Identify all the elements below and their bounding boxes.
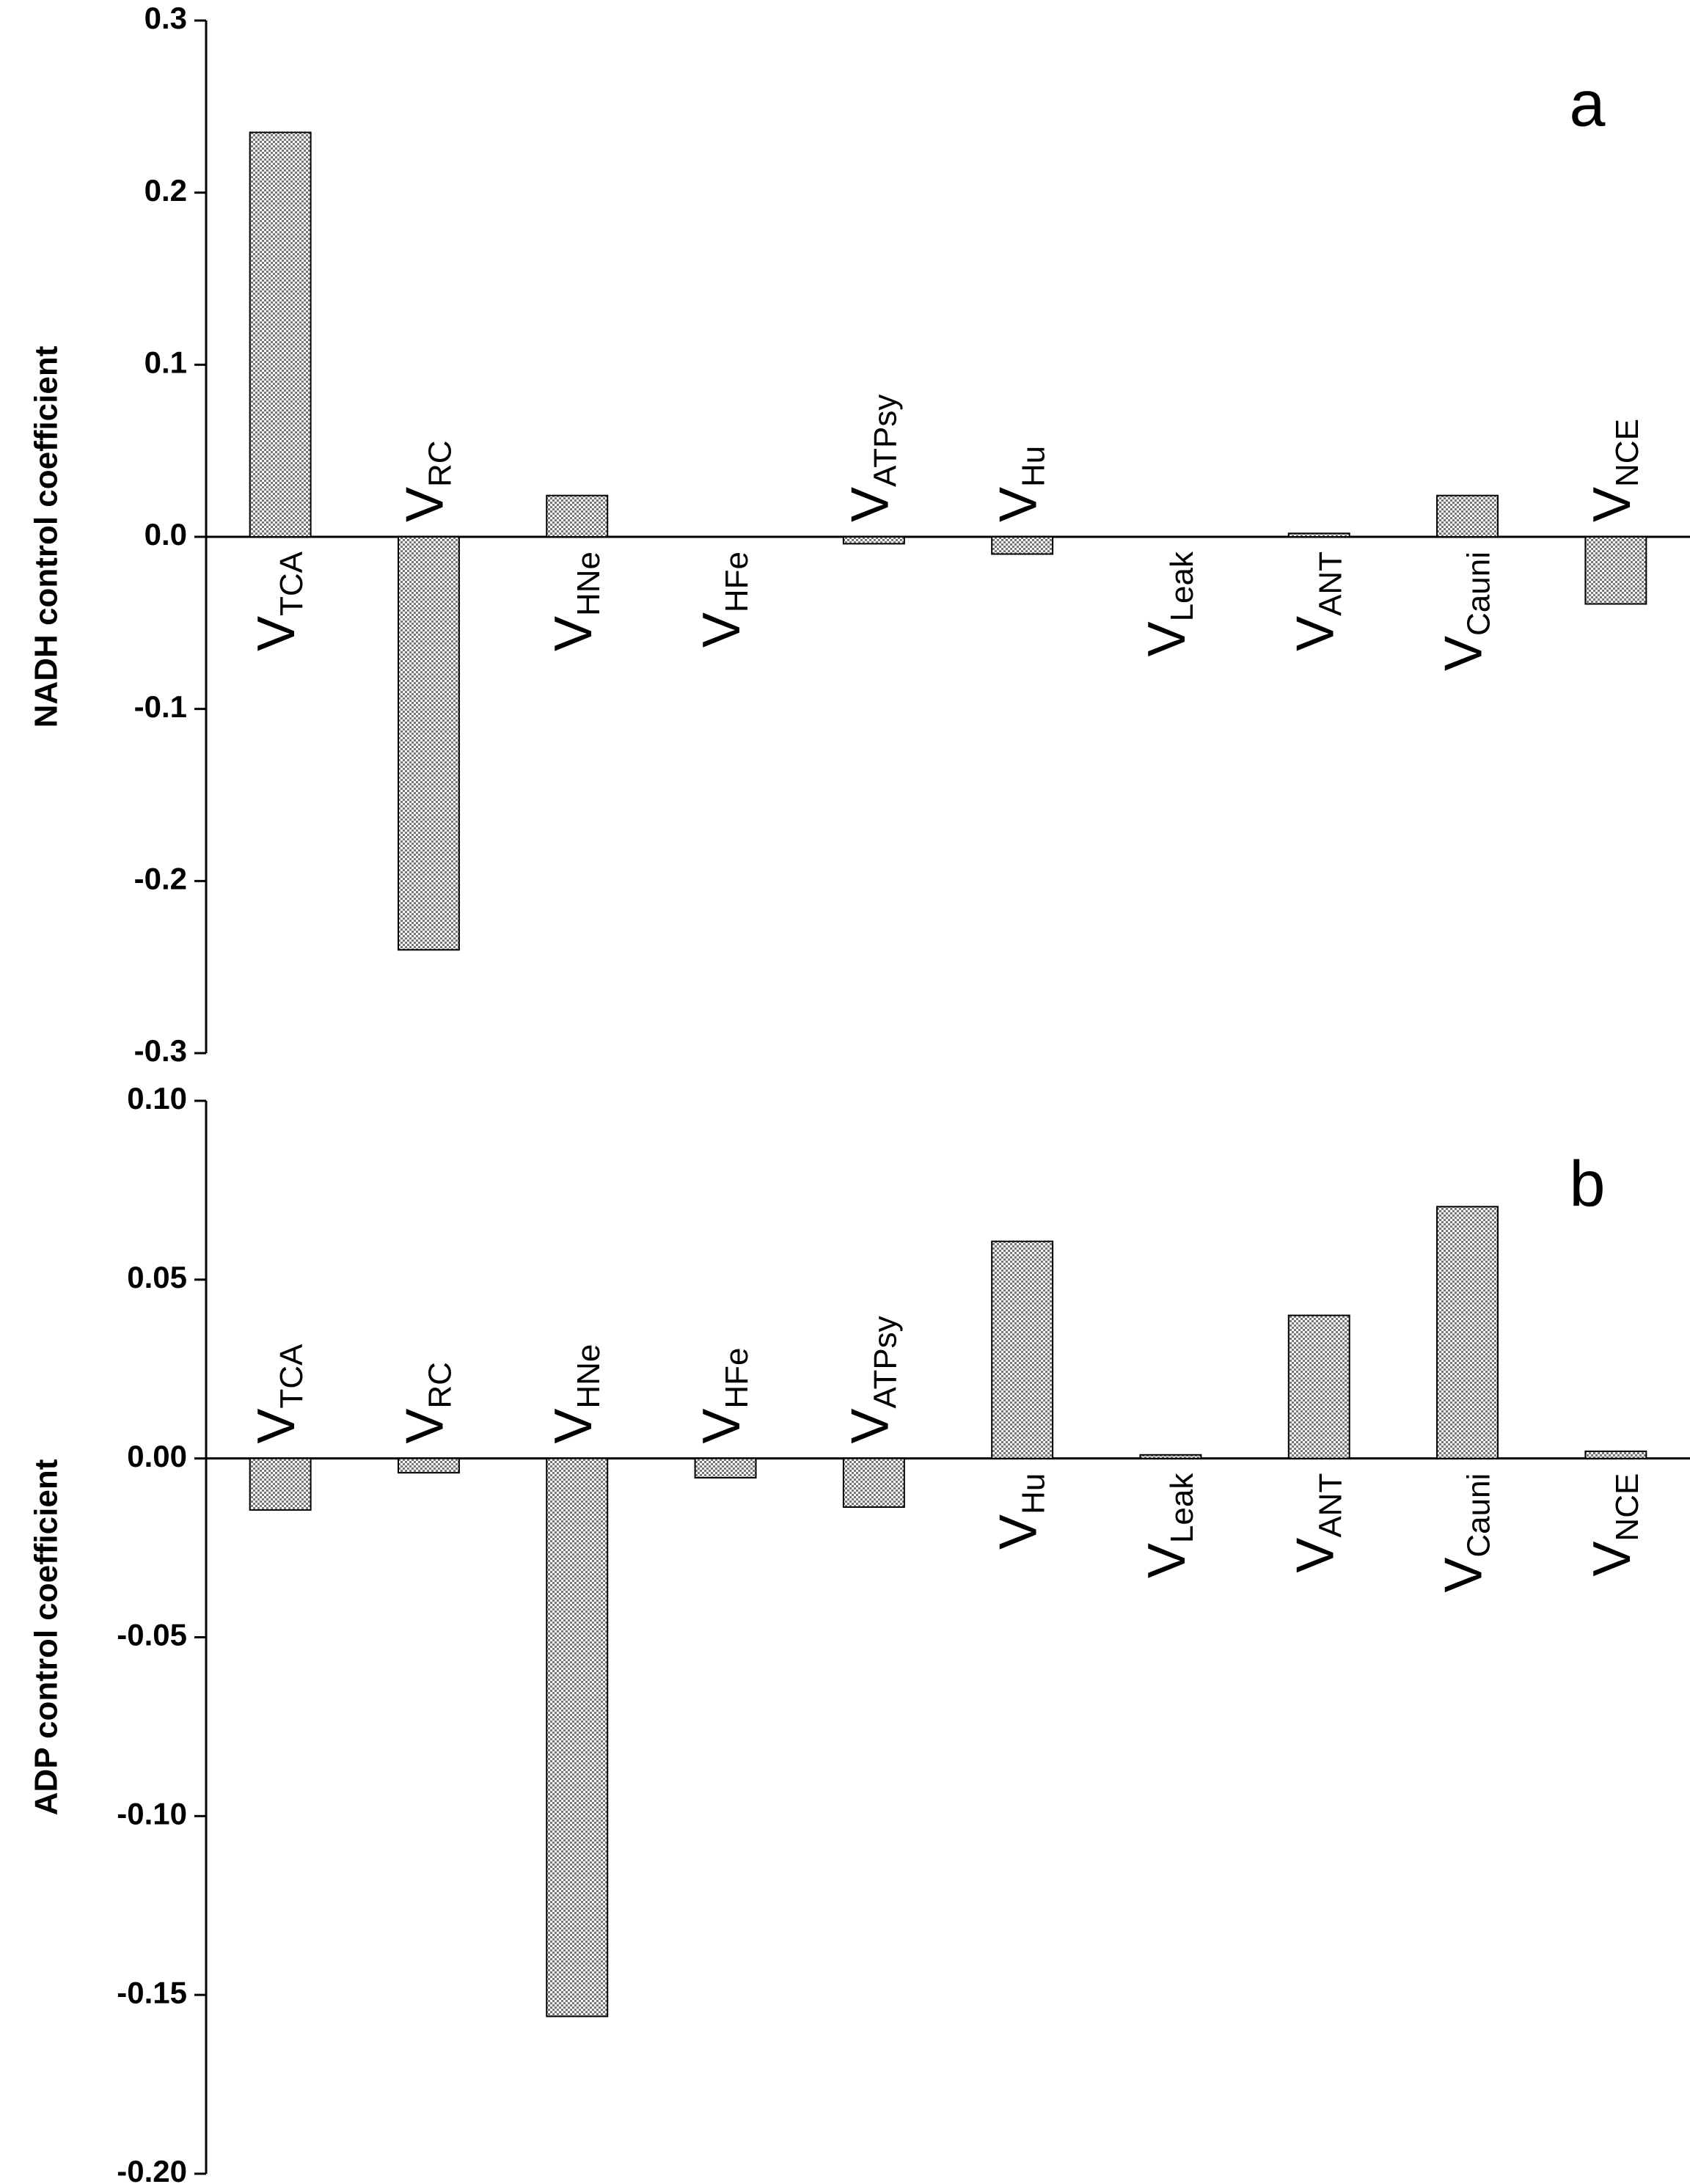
- y-tick-label: 0.05: [127, 1260, 187, 1294]
- category-subscript: RC: [422, 440, 458, 487]
- x-tick-label: VHu: [990, 446, 1052, 522]
- category-subscript: TCA: [274, 551, 310, 616]
- category-symbol: V: [692, 1409, 751, 1444]
- category-subscript: ANT: [1312, 552, 1348, 616]
- x-tick-label: VTCA: [247, 1344, 310, 1444]
- category-subscript: HNe: [570, 1344, 606, 1409]
- category-subscript: ANT: [1312, 1473, 1348, 1538]
- category-subscript: Cauni: [1460, 552, 1496, 636]
- category-symbol: V: [990, 1514, 1048, 1550]
- category-symbol: V: [247, 1409, 306, 1444]
- bar: [1436, 494, 1499, 538]
- category-symbol: V: [990, 487, 1048, 522]
- bar: [1139, 1454, 1202, 1459]
- category-subscript: Leak: [1164, 1473, 1200, 1543]
- category-subscript: NCE: [1609, 1473, 1645, 1542]
- x-tick-label: VHFe: [692, 1348, 755, 1444]
- panel-label: b: [1570, 1147, 1606, 1220]
- x-tick-label: VATPsy: [841, 395, 903, 522]
- bar: [1584, 536, 1647, 605]
- category-symbol: V: [1583, 1542, 1642, 1577]
- bar: [1287, 1314, 1350, 1459]
- category-symbol: V: [544, 616, 603, 651]
- panel-label: a: [1570, 67, 1606, 139]
- bar: [842, 536, 905, 545]
- category-subscript: HFe: [719, 552, 755, 612]
- bar: [1584, 1450, 1647, 1459]
- x-tick-label: VANT: [1286, 1473, 1348, 1573]
- category-symbol: V: [1435, 636, 1493, 671]
- x-tick-label: VLeak: [1138, 1473, 1200, 1578]
- x-tick-label: VNCE: [1583, 1473, 1645, 1577]
- y-tick-label: 0.00: [127, 1439, 187, 1473]
- category-subscript: Hu: [1015, 446, 1051, 487]
- category-symbol: V: [395, 487, 454, 522]
- category-symbol: V: [692, 612, 751, 648]
- bar: [991, 1240, 1054, 1459]
- bar: [1436, 1206, 1499, 1459]
- y-tick-label: 0.3: [145, 1, 187, 35]
- x-tick-label: VTCA: [247, 551, 310, 651]
- bar: [546, 1457, 609, 2018]
- bar: [991, 536, 1054, 555]
- x-tick-label: VHNe: [544, 552, 607, 651]
- x-tick-label: VHNe: [544, 1344, 607, 1444]
- category-symbol: V: [841, 1409, 899, 1444]
- bar: [1287, 532, 1350, 538]
- x-tick-label: VLeak: [1138, 551, 1200, 656]
- x-tick-label: VANT: [1286, 552, 1348, 651]
- bar: [546, 494, 609, 538]
- x-tick-label: VHFe: [692, 552, 755, 648]
- y-tick-label: 0.1: [145, 345, 187, 379]
- category-subscript: Cauni: [1460, 1473, 1496, 1558]
- y-tick-label: 0.0: [145, 517, 187, 552]
- bar: [397, 1457, 460, 1474]
- category-symbol: V: [1583, 487, 1642, 522]
- category-symbol: V: [1286, 1538, 1345, 1573]
- y-tick-label: -0.3: [134, 1033, 187, 1068]
- category-subscript: Hu: [1015, 1473, 1051, 1514]
- category-subscript: ATPsy: [867, 395, 903, 487]
- x-tick-label: VRC: [395, 440, 458, 522]
- category-symbol: V: [1286, 616, 1345, 651]
- category-subscript: RC: [422, 1362, 458, 1409]
- x-tick-label: VATPsy: [841, 1316, 903, 1443]
- category-symbol: V: [1435, 1558, 1493, 1593]
- y-tick-label: -0.2: [134, 861, 187, 895]
- bar: [249, 1457, 312, 1511]
- category-subscript: Leak: [1164, 551, 1200, 621]
- x-tick-label: VNCE: [1583, 419, 1645, 522]
- bar: [842, 1457, 905, 1508]
- category-symbol: V: [1138, 621, 1196, 656]
- category-subscript: ATPsy: [867, 1316, 903, 1408]
- y-axis-label: ADP control coefficient: [29, 1459, 65, 1815]
- category-symbol: V: [1138, 1543, 1196, 1578]
- y-axis-label: NADH control coefficient: [29, 345, 65, 728]
- x-tick-label: VCauni: [1435, 552, 1497, 671]
- category-symbol: V: [841, 487, 899, 522]
- x-tick-label: VCauni: [1435, 1473, 1497, 1593]
- bar: [397, 536, 460, 951]
- category-symbol: V: [544, 1409, 603, 1444]
- y-tick-label: -0.15: [117, 1975, 187, 2009]
- y-tick-label: -0.1: [134, 689, 187, 724]
- category-symbol: V: [395, 1409, 454, 1444]
- bar: [249, 131, 312, 538]
- category-subscript: HFe: [719, 1348, 755, 1409]
- y-tick-label: -0.05: [117, 1618, 187, 1652]
- bar: [694, 1457, 757, 1479]
- category-symbol: V: [247, 616, 306, 651]
- y-tick-label: -0.10: [117, 1796, 187, 1831]
- x-tick-label: VHu: [990, 1473, 1052, 1550]
- x-tick-label: VRC: [395, 1362, 458, 1444]
- y-tick-label: -0.20: [117, 2154, 187, 2184]
- category-subscript: TCA: [274, 1344, 310, 1409]
- y-tick-label: 0.2: [145, 173, 187, 208]
- y-tick-label: 0.10: [127, 1081, 187, 1115]
- category-subscript: HNe: [570, 552, 606, 616]
- category-subscript: NCE: [1609, 419, 1645, 487]
